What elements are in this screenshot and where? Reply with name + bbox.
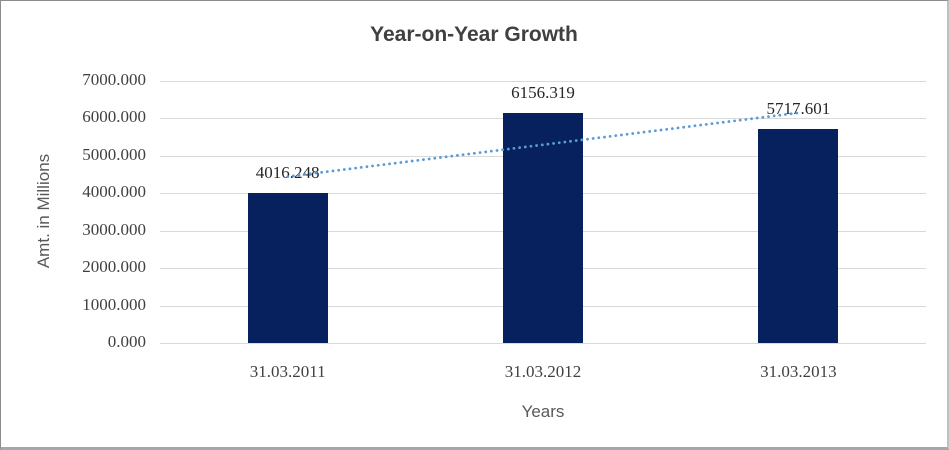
gridline — [160, 343, 926, 344]
y-tick-label: 7000.000 — [82, 70, 146, 89]
y-tick-label: 5000.000 — [82, 144, 146, 164]
chart-title: Year-on-Year Growth — [370, 23, 578, 46]
y-tick-label: 6000.000 — [82, 107, 146, 127]
x-category-label: 31.03.2012 — [504, 362, 582, 381]
y-tick-label: 0.000 — [107, 332, 146, 351]
y-tick-label: 1000.000 — [82, 294, 146, 314]
x-axis-title: Years — [521, 402, 565, 421]
bar-31.03.2011 — [247, 192, 328, 343]
data-label: 6156.319 — [511, 82, 575, 102]
x-category-label: 31.03.2013 — [760, 362, 837, 381]
data-label: 4016.248 — [255, 162, 320, 182]
y-tick-label: 2000.000 — [82, 257, 146, 277]
y-axis-title: Amt. in Millions — [34, 153, 53, 269]
data-label: 5717.601 — [766, 98, 831, 118]
y-tick-label: 3000.000 — [82, 219, 146, 239]
gridline — [160, 81, 926, 82]
bar-31.03.2013 — [758, 128, 839, 343]
x-category-label: 31.03.2011 — [249, 362, 326, 381]
bar-31.03.2012 — [503, 112, 583, 343]
y-tick-label: 4000.000 — [82, 182, 146, 202]
